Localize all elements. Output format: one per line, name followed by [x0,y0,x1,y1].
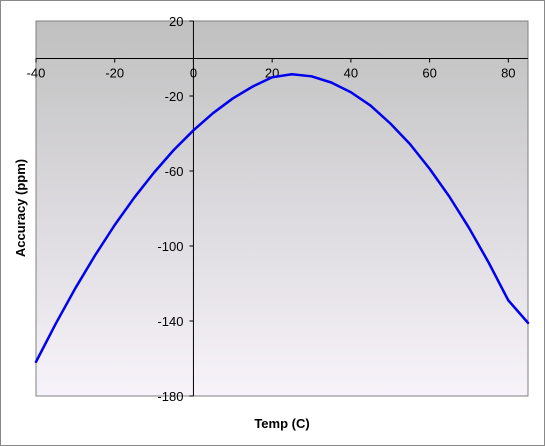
y-tick-label: -60 [165,164,184,179]
y-tick-label: -180 [157,389,183,404]
y-axis-title: Accuracy (ppm) [13,159,28,257]
x-tick-label: 60 [422,66,436,81]
series-line [34,73,530,364]
x-axis-title: Temp (C) [254,416,309,431]
x-tick-label: 0 [190,66,197,81]
y-tick-label: 20 [169,14,183,29]
y-tick-label: -100 [157,239,183,254]
x-ticks: -40 -20 0 20 40 60 80 [27,58,516,81]
plot-area [35,20,529,397]
series-layer [34,73,530,364]
x-tick-label: 80 [501,66,515,81]
x-tick-label: -20 [105,66,124,81]
x-tick-label: -40 [27,66,46,81]
y-tick-label: -20 [165,89,184,104]
y-tick-label: -140 [157,314,183,329]
x-tick-label: 40 [344,66,358,81]
y-ticks: 20 -20 -60 -100 -140 -180 [157,14,194,404]
